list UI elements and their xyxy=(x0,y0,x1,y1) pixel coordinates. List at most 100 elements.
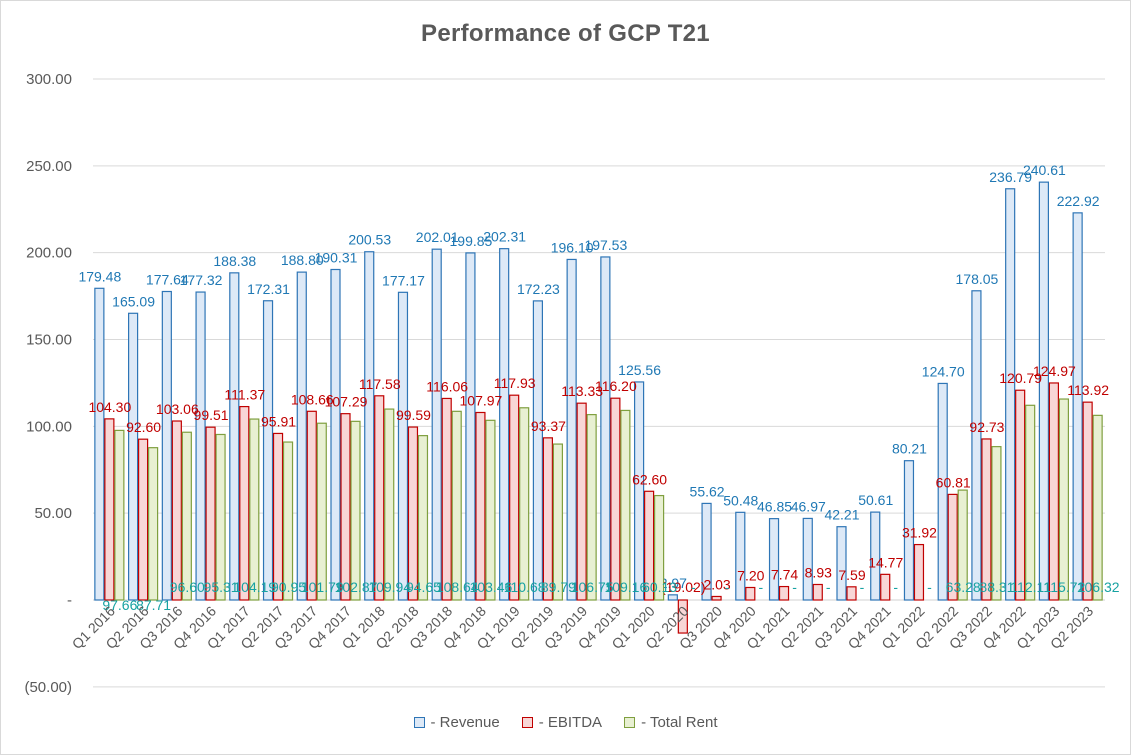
data-label: 94.65 xyxy=(406,579,441,595)
legend-swatch-revenue xyxy=(413,717,425,728)
data-label: 46.97 xyxy=(791,498,826,514)
data-label: 116.06 xyxy=(426,378,468,394)
data-label: 113.92 xyxy=(1067,382,1109,398)
bar-revenue xyxy=(836,526,847,601)
bar-ebitda xyxy=(981,438,992,601)
data-label: - xyxy=(792,579,797,595)
data-label: 60.13 xyxy=(642,579,677,595)
chart-title: Performance of GCP T21 xyxy=(421,20,710,47)
data-label: 199.85 xyxy=(450,233,493,249)
bar-totalrent xyxy=(552,443,564,601)
bar-ebitda xyxy=(913,543,925,601)
y-tick-label: 50.00 xyxy=(34,505,72,522)
data-label: 200.53 xyxy=(348,232,391,248)
data-label: (19.02) xyxy=(661,579,705,595)
data-label: 80.21 xyxy=(892,441,927,457)
data-label: 202.31 xyxy=(483,229,526,245)
data-label: - xyxy=(826,579,831,595)
bar-revenue xyxy=(161,290,172,601)
data-label: 90.95 xyxy=(271,579,306,595)
data-label: 107.97 xyxy=(460,392,503,408)
bar-totalrent xyxy=(114,429,125,601)
bar-revenue xyxy=(465,252,476,601)
bar-totalrent xyxy=(316,422,327,601)
bar-totalrent xyxy=(1025,404,1036,601)
data-label: 177.64 xyxy=(146,271,189,287)
legend-item-ebitda: - EBITDA xyxy=(521,714,602,731)
bar-ebitda xyxy=(509,394,520,601)
data-label: 172.31 xyxy=(247,281,290,297)
bar-revenue xyxy=(768,518,780,601)
data-label: - xyxy=(860,579,865,595)
data-label: 7.59 xyxy=(838,567,865,583)
bar-ebitda xyxy=(643,490,655,601)
data-label: 109.16 xyxy=(604,579,647,595)
bar-ebitda xyxy=(1015,389,1026,601)
bar-ebitda xyxy=(812,583,823,601)
data-label: 115.72 xyxy=(1044,579,1086,595)
bar-ebitda xyxy=(947,493,958,601)
bar-totalrent xyxy=(181,431,192,601)
bar-ebitda xyxy=(306,410,317,601)
bar-ebitda xyxy=(576,402,587,601)
bar-ebitda xyxy=(880,573,891,601)
data-label: 107.29 xyxy=(325,394,368,410)
bar-ebitda xyxy=(542,437,554,601)
data-label: 95.91 xyxy=(261,413,296,429)
data-label: - xyxy=(691,579,696,595)
data-label: 104.19 xyxy=(233,579,276,595)
bar-revenue xyxy=(566,258,577,601)
legend-swatch-total-rent xyxy=(624,717,636,728)
data-label: - xyxy=(725,579,730,595)
data-label: 177.32 xyxy=(180,272,223,288)
data-label: 92.73 xyxy=(969,419,1004,435)
data-label: 106.32 xyxy=(1077,579,1120,595)
bar-revenue xyxy=(701,502,712,601)
bar-revenue xyxy=(431,248,442,601)
bar-revenue xyxy=(229,272,240,601)
bar-ebitda xyxy=(272,432,284,601)
data-label: 7.74 xyxy=(771,567,798,583)
data-label: 96.60 xyxy=(170,579,205,595)
bar-ebitda xyxy=(407,426,419,601)
bar-ebitda xyxy=(610,397,621,601)
data-label: 165.09 xyxy=(112,293,155,309)
bar-totalrent xyxy=(485,419,496,601)
legend-label-revenue: - Revenue xyxy=(430,714,500,731)
bar-ebitda xyxy=(677,599,688,634)
bar-totalrent xyxy=(350,420,361,601)
bar-totalrent xyxy=(384,408,395,601)
legend-item-revenue: - Revenue xyxy=(413,714,500,731)
legend-item-total-rent: - Total Rent xyxy=(624,714,718,731)
bar-revenue xyxy=(735,511,746,601)
bar-totalrent xyxy=(417,435,429,601)
bar-revenue xyxy=(600,256,611,601)
bar-ebitda xyxy=(171,420,182,601)
data-label: 236.79 xyxy=(989,169,1032,185)
bar-revenue xyxy=(195,291,206,601)
bar-revenue xyxy=(903,460,915,601)
legend-label-total-rent: - Total Rent xyxy=(641,714,718,731)
data-label: 111.37 xyxy=(224,387,265,403)
data-label: 109.94 xyxy=(368,579,411,595)
y-tick-label: 100.00 xyxy=(26,418,72,435)
data-label: 92.60 xyxy=(126,419,161,435)
bar-revenue xyxy=(633,381,645,601)
bar-totalrent xyxy=(148,447,159,601)
data-label: 124.97 xyxy=(1033,363,1076,379)
bar-revenue xyxy=(937,382,948,601)
data-label: 50.48 xyxy=(723,492,758,508)
bar-totalrent xyxy=(215,433,226,601)
data-label: 60.81 xyxy=(936,474,971,490)
data-label: 89.79 xyxy=(541,579,576,595)
bar-ebitda xyxy=(1048,382,1060,601)
data-label: 2.03 xyxy=(703,576,730,592)
bar-ebitda xyxy=(778,585,790,601)
data-label: 97.66 xyxy=(102,597,137,613)
bar-revenue xyxy=(94,287,105,601)
bar-totalrent xyxy=(249,418,260,601)
bar-revenue xyxy=(499,248,510,601)
y-tick-label: - xyxy=(67,592,72,609)
data-label: - xyxy=(758,579,763,595)
